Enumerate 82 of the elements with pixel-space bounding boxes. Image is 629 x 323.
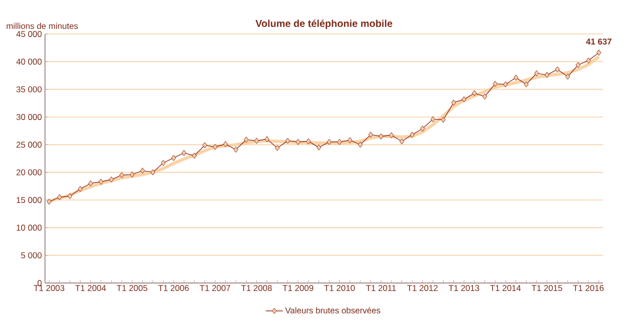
point — [244, 136, 249, 143]
point — [88, 180, 93, 186]
point — [130, 172, 134, 178]
point — [410, 132, 415, 138]
legend-label: Valeurs brutes observées — [285, 307, 380, 314]
point — [420, 126, 425, 132]
point — [503, 81, 508, 88]
y-axis-title: millions de minutes — [6, 22, 78, 29]
x-tick-label: T1 2004 — [75, 285, 106, 292]
point — [472, 90, 477, 96]
point — [316, 144, 322, 150]
point — [544, 72, 550, 78]
point — [389, 132, 394, 138]
point — [182, 150, 186, 156]
y-tick-label: 20 000 — [16, 169, 42, 176]
point — [98, 178, 104, 185]
point — [482, 93, 488, 100]
x-tick-label: T1 2006 — [158, 285, 189, 292]
x-tick-label: T1 2015 — [532, 285, 562, 292]
point — [109, 176, 114, 183]
x-tick-label: T1 2007 — [200, 285, 230, 292]
x-tick-label: T1 2003 — [34, 285, 64, 292]
point — [150, 169, 156, 176]
point — [254, 138, 259, 144]
point — [368, 132, 374, 138]
x-tick-label: T1 2009 — [282, 285, 314, 292]
y-tick-label: 5 000 — [21, 252, 42, 258]
x-tick-label: T1 2016 — [573, 285, 604, 292]
point — [514, 74, 518, 81]
point — [160, 160, 166, 166]
y-tick-label: 15 000 — [16, 197, 42, 203]
point — [534, 70, 539, 76]
point — [202, 142, 208, 148]
point — [78, 186, 83, 192]
point — [171, 154, 176, 161]
x-tick-label: T1 2011 — [366, 285, 396, 292]
point — [440, 116, 446, 123]
y-tick-label: 25 000 — [16, 142, 42, 148]
point — [565, 74, 570, 80]
point — [68, 193, 72, 200]
y-tick-label: 40 000 — [16, 58, 42, 65]
x-tick-label: T1 2008 — [241, 285, 272, 292]
point — [596, 50, 602, 56]
point — [296, 138, 300, 145]
x-tick-label: T1 2010 — [324, 285, 355, 292]
point — [306, 138, 311, 144]
y-tick-label: 0 — [38, 280, 42, 286]
point — [234, 146, 238, 153]
point — [492, 80, 498, 87]
x-tick-label: T1 2012 — [407, 285, 438, 292]
x-tick-label: T1 2005 — [116, 285, 148, 292]
point — [576, 62, 580, 68]
chart-title: Volume de téléphonie mobile — [256, 20, 392, 29]
y-tick-label: 30 000 — [16, 114, 42, 120]
point — [348, 137, 352, 144]
point — [57, 194, 62, 200]
point — [192, 152, 197, 159]
point — [46, 198, 52, 205]
point — [326, 138, 332, 145]
point — [119, 172, 124, 178]
y-tick-label: 45 000 — [16, 31, 42, 37]
point — [462, 96, 466, 102]
y-tick-label: 10 000 — [16, 224, 42, 231]
x-tick-label: T1 2013 — [448, 285, 480, 292]
data-label: 41 637 — [586, 38, 612, 45]
point — [223, 141, 228, 148]
point — [378, 133, 384, 140]
point — [586, 58, 591, 64]
point — [555, 66, 560, 72]
point — [524, 81, 529, 88]
point — [358, 142, 363, 148]
point — [399, 138, 404, 144]
point — [430, 116, 436, 122]
point — [264, 136, 270, 142]
point — [212, 144, 218, 150]
point — [274, 144, 280, 152]
point — [337, 138, 342, 145]
y-tick-label: 35 000 — [16, 86, 42, 92]
x-tick-label: T1 2014 — [490, 285, 521, 292]
point — [285, 138, 290, 144]
point — [140, 168, 145, 174]
point — [451, 100, 456, 106]
